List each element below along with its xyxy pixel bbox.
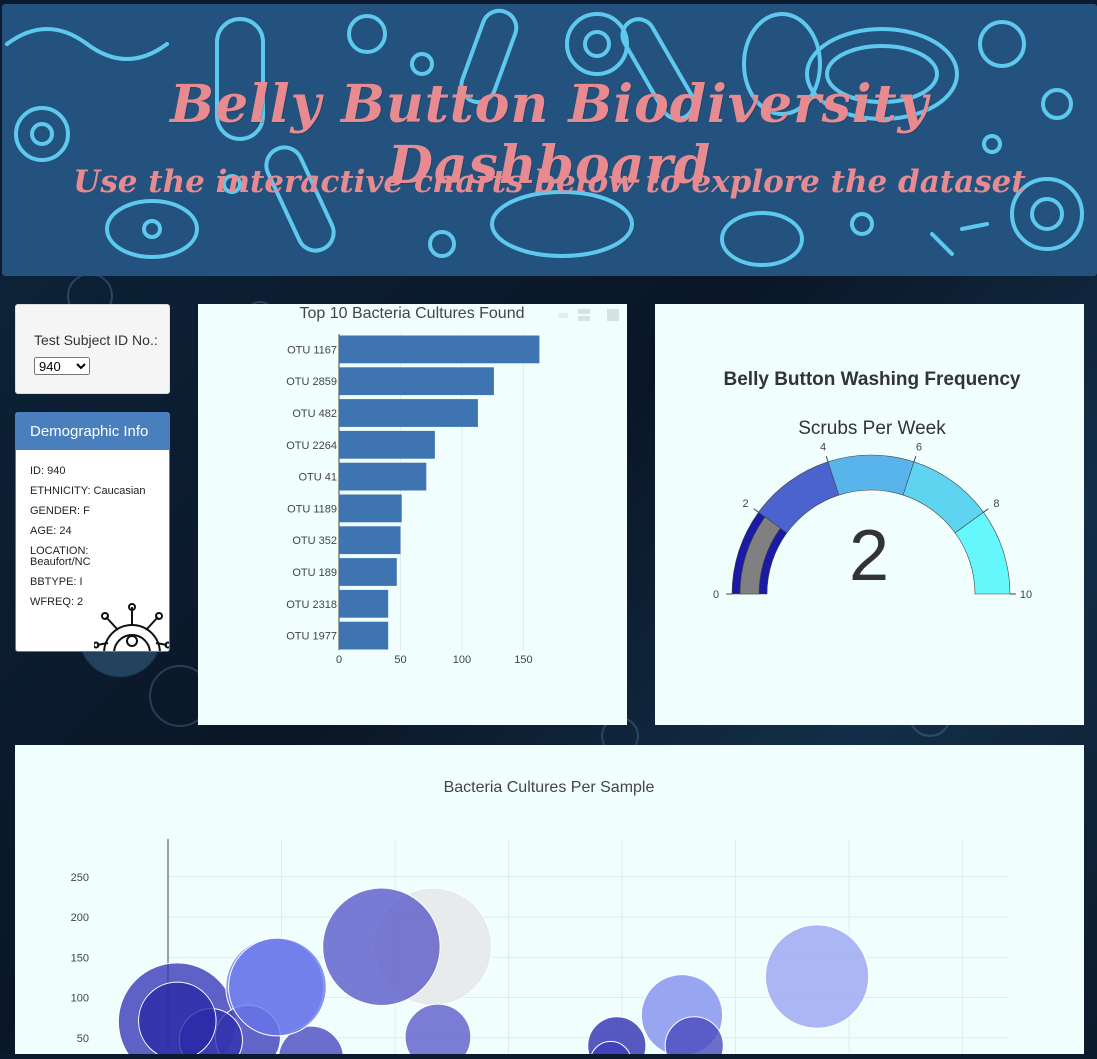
plotly-logo-icon[interactable] [607, 309, 619, 321]
bar[interactable] [339, 494, 402, 523]
demo-id: ID: 940 [30, 465, 66, 477]
bubble-point[interactable] [664, 1016, 724, 1059]
demo-location: LOCATION: Beaufort/NC [30, 545, 91, 568]
bubble-point[interactable] [404, 1003, 472, 1059]
subject-id-dropdown[interactable]: 940 [34, 357, 90, 375]
bar-x-tick-label: 50 [394, 654, 406, 666]
gauge-title: Belly Button Washing Frequency [724, 369, 1021, 390]
demo-wfreq: WFREQ: 2 [30, 596, 84, 608]
demo-age: AGE: 24 [30, 525, 72, 537]
bar[interactable] [339, 367, 494, 396]
germ-icon [94, 603, 169, 651]
bubble-chart-title: Bacteria Cultures Per Sample [444, 779, 655, 796]
subject-selector-card: Test Subject ID No.: 940 [15, 304, 170, 394]
bar-category-label: OTU 2318 [286, 599, 337, 611]
modebar [558, 309, 619, 321]
bar[interactable] [339, 558, 397, 586]
bar[interactable] [339, 589, 389, 618]
demographic-info-panel: Demographic Info ID: 940 ETHNICITY: Cauc… [15, 412, 170, 652]
bar-category-label: OTU 482 [292, 408, 337, 420]
bar[interactable] [339, 399, 478, 427]
bar-category-label: OTU 1977 [286, 631, 337, 643]
dashboard-title: Belly Button Biodiversity Dashboard [170, 74, 929, 196]
bar-category-label: OTU 2264 [286, 440, 337, 452]
demographic-info-title: Demographic Info [16, 413, 169, 450]
bar-category-label: OTU 2859 [286, 376, 337, 388]
bar-category-label: OTU 1167 [287, 344, 337, 356]
bar-category-label: OTU 41 [298, 472, 337, 484]
gauge-tick-label: 6 [916, 442, 922, 454]
bacteria-bubble-chart: Bacteria Cultures Per Sample 50 100 150 200… [71, 779, 1008, 1059]
bar-x-tick-label: 150 [514, 654, 532, 666]
subject-selector-label: Test Subject ID No.: [34, 332, 158, 348]
demo-gender: GENDER: F [30, 505, 90, 517]
select-icon[interactable] [578, 316, 590, 321]
bacteria-pattern-art [5, 8, 1084, 267]
bubble-point[interactable] [322, 887, 441, 1007]
gauge-tick [753, 508, 759, 513]
dashboard-subtitle: Use the interactive charts below to expl… [73, 164, 1026, 200]
bubble-point[interactable] [138, 981, 217, 1059]
demo-bbtype: BBTYPE: I [30, 576, 83, 588]
header-banner: Belly Button Biodiversity Dashboard Use … [2, 4, 1097, 276]
gauge-tick-label: 0 [713, 589, 719, 601]
bubble-point[interactable] [228, 937, 327, 1037]
gauge-value: 2 [849, 516, 889, 596]
bubble-y-tick-label: 150 [71, 952, 89, 964]
bar-category-label: OTU 352 [292, 535, 337, 547]
bar-x-tick-label: 100 [453, 654, 471, 666]
gauge-tick-label: 10 [1020, 589, 1032, 601]
washing-frequency-gauge-card: Belly Button Washing Frequency Scrubs Pe… [655, 304, 1084, 725]
zoom-icon[interactable] [558, 313, 568, 318]
gauge-tick-label: 2 [743, 498, 749, 510]
bar-x-tick-label: 0 [336, 654, 342, 666]
gauge-value-bar [739, 516, 781, 595]
bar[interactable] [339, 621, 389, 650]
bar[interactable] [339, 462, 427, 491]
gauge-step-arc [954, 511, 1011, 595]
gauge-tick-label: 8 [993, 498, 999, 510]
bar[interactable] [339, 526, 401, 555]
demographic-info-body: ID: 940 ETHNICITY: Caucasian GENDER: F A… [16, 450, 169, 608]
bubble-y-tick-label: 100 [71, 993, 89, 1005]
demo-ethnicity: ETHNICITY: Caucasian [30, 485, 146, 497]
bubble-chart-card: Bacteria Cultures Per Sample 50 100 150 200… [15, 745, 1084, 1059]
gauge-tick [983, 508, 989, 513]
bar-category-label: OTU 189 [292, 567, 337, 579]
gauge-tick [913, 455, 917, 462]
bubble-y-tick-label: 50 [77, 1033, 89, 1045]
bubble-point[interactable] [764, 924, 870, 1029]
top10-bar-chart: Top 10 Bacteria Cultures Found OTU 1167 O… [286, 305, 619, 666]
bar-chart-title: Top 10 Bacteria Cultures Found [299, 305, 524, 322]
bubble-y-tick-label: 250 [71, 872, 89, 884]
bar[interactable] [339, 335, 540, 364]
washing-frequency-gauge: Belly Button Washing Frequency Scrubs Pe… [713, 369, 1032, 601]
bar-category-label: OTU 1189 [287, 503, 337, 515]
gauge-tick [825, 455, 829, 462]
bar[interactable] [339, 430, 435, 459]
bubble-y-tick-label: 200 [71, 912, 89, 924]
gauge-step-arc [827, 454, 915, 496]
gauge-subtitle: Scrubs Per Week [798, 418, 946, 439]
pan-icon[interactable] [578, 309, 590, 314]
gauge-tick-label: 4 [820, 442, 826, 454]
top10-bar-chart-card: Top 10 Bacteria Cultures Found OTU 1167 O… [198, 304, 627, 725]
